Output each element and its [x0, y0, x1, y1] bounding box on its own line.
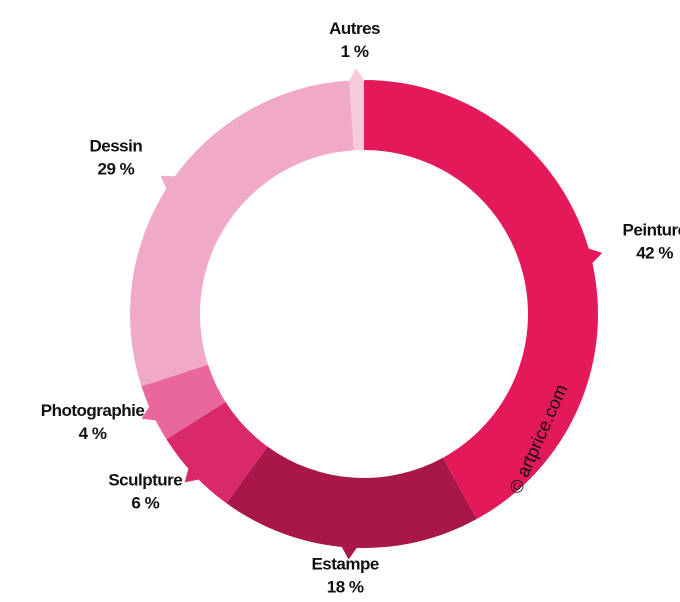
slice-value-label: 42 % [636, 243, 673, 262]
label-pointer [587, 248, 603, 264]
slice-value-label: 4 % [79, 424, 107, 443]
slice-label: Photographie [41, 401, 145, 420]
slice-label: Autres [329, 19, 380, 38]
donut-segment [129, 80, 354, 387]
label-pointer [341, 545, 358, 560]
slice-value-label: 18 % [327, 577, 364, 596]
slice-label: Sculpture [108, 470, 182, 489]
slice-label: Dessin [90, 136, 143, 155]
donut-segment [226, 446, 477, 548]
slice-label: Peinture [623, 220, 680, 239]
donut-segment [364, 80, 599, 520]
label-pointer [160, 175, 176, 190]
donut-segment [166, 401, 268, 504]
slice-value-label: 6 % [131, 493, 159, 512]
label-pointer [184, 467, 200, 483]
slice-value-label: 1 % [341, 42, 369, 61]
slice-value-label: 29 % [98, 159, 135, 178]
donut-segment [349, 80, 364, 151]
donut-segment [141, 364, 226, 440]
slice-label: Estampe [311, 554, 378, 573]
label-pointer [348, 68, 365, 82]
label-pointer [141, 405, 157, 421]
